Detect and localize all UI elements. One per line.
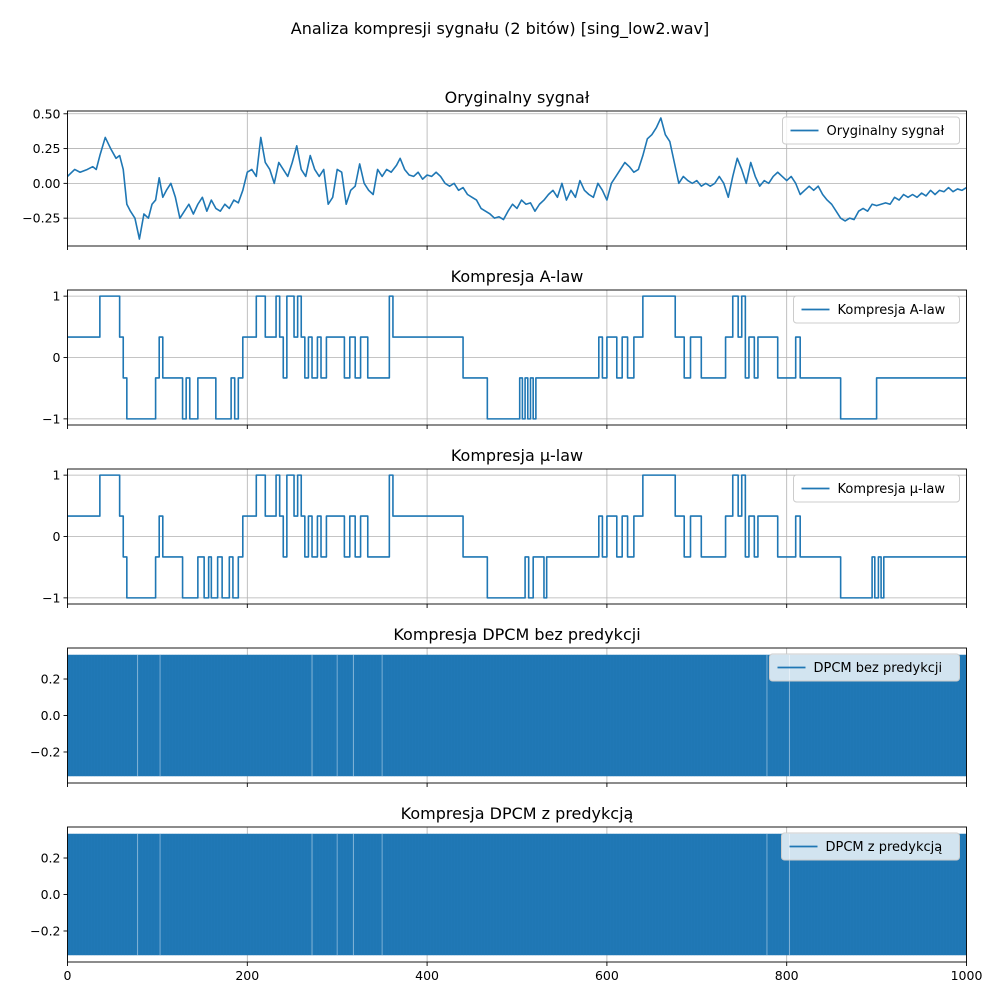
series-texture — [67, 833, 965, 956]
y-tick-label: −0.2 — [30, 744, 60, 759]
legend-box — [793, 474, 960, 503]
legend: DPCM z predykcją — [781, 832, 960, 861]
panels: Oryginalny sygnał−0.250.000.250.50Orygin… — [22, 88, 982, 983]
series-texture — [67, 654, 965, 777]
series-group — [67, 117, 967, 240]
legend: Kompresja A-law — [793, 295, 960, 324]
y-tick-label: 0.2 — [41, 851, 61, 866]
y-tick-label: 0.50 — [33, 106, 61, 121]
figure-title: Analiza kompresji sygnału (2 bitów) [sin… — [291, 19, 709, 39]
series-line — [67, 295, 967, 420]
y-tick-label: 0.2 — [41, 672, 61, 687]
legend: Kompresja μ-law — [793, 474, 960, 503]
legend: Oryginalny sygnał — [782, 116, 960, 145]
y-tick-label: −1 — [42, 590, 60, 605]
panel-title: Kompresja A-law — [451, 267, 584, 286]
panel-2: Kompresja A-law −1 0 1 Kompresja A-law — [42, 267, 967, 429]
x-tick-label: 600 — [595, 968, 619, 983]
y-tick-label: 1 — [53, 468, 61, 483]
y-tick-label: −0.2 — [30, 923, 60, 938]
panel-5: Kompresja DPCM z predykcją −0.2 0.0 0.2 0 200… — [30, 804, 982, 983]
series-line — [67, 117, 967, 240]
panel-title: Kompresja μ-law — [451, 446, 583, 465]
legend-box — [793, 295, 960, 324]
legend-label: DPCM z predykcją — [826, 840, 943, 855]
panel-4: Kompresja DPCM bez predykcji −0.2 0.0 0.2 DP… — [30, 625, 967, 787]
legend-box — [769, 653, 960, 682]
y-tick-label: −1 — [42, 411, 60, 426]
x-tick-label: 1000 — [951, 968, 983, 983]
legend-box — [782, 116, 960, 145]
panel-title: Kompresja DPCM bez predykcji — [393, 625, 640, 644]
y-tick-label: 0.25 — [33, 141, 61, 156]
legend-box — [781, 832, 960, 861]
series-group — [67, 295, 967, 420]
y-tick-label: 0.00 — [33, 176, 61, 191]
y-tick-label: 1 — [53, 289, 61, 304]
y-tick-label: 0.0 — [41, 887, 61, 902]
series-line — [67, 474, 967, 599]
x-tick-label: 200 — [235, 968, 259, 983]
panel-3: Kompresja μ-law −1 0 1 Kompresja μ-law — [42, 446, 967, 608]
legend-label: Kompresja μ-law — [838, 482, 946, 497]
legend-label: Oryginalny sygnał — [827, 124, 945, 139]
y-tick-label: 0 — [53, 350, 61, 365]
axes-frame — [67, 110, 967, 247]
legend: DPCM bez predykcji — [769, 653, 960, 682]
legend-label: DPCM bez predykcji — [814, 661, 943, 676]
series-group — [67, 474, 967, 599]
legend-label: Kompresja A-law — [838, 303, 946, 318]
panel-title: Oryginalny sygnał — [445, 88, 590, 107]
y-tick-label: −0.25 — [22, 211, 60, 226]
x-tick-label: 400 — [415, 968, 439, 983]
y-tick-label: 0.0 — [41, 708, 61, 723]
x-tick-label: 800 — [775, 968, 799, 983]
x-tick-label: 0 — [64, 968, 72, 983]
y-tick-label: 0 — [53, 529, 61, 544]
panel-title: Kompresja DPCM z predykcją — [401, 804, 634, 823]
panel-1: Oryginalny sygnał −0.25 0.00 0.25 0.50 Orygin… — [22, 88, 967, 250]
